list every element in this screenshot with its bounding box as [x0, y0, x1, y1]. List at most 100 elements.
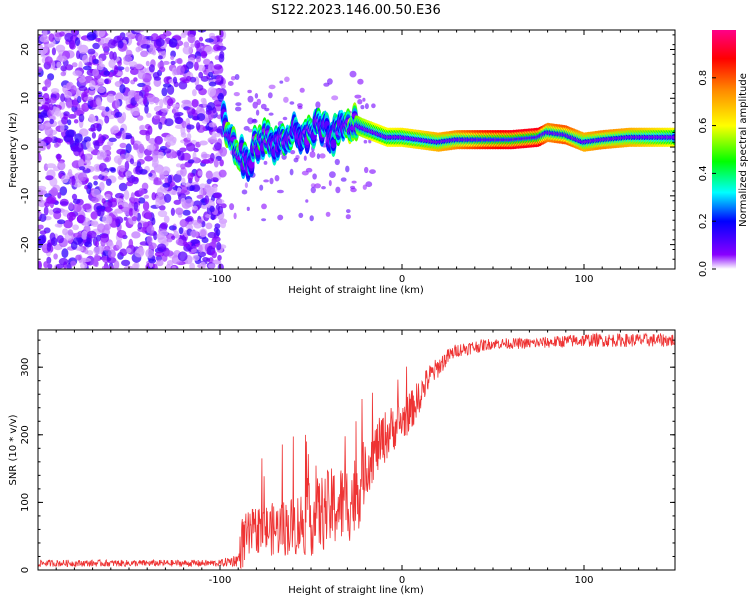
spectrogram-cell — [72, 203, 82, 213]
spectrogram-cell — [105, 206, 112, 213]
spectrogram-cell — [63, 219, 73, 229]
spectrogram-cell — [161, 166, 171, 176]
colorbar-ticks: 0.0 0.2 0.4 0.6 0.8 — [698, 70, 716, 277]
spectrogram-cell — [39, 213, 47, 222]
spectrogram-cell — [163, 215, 170, 224]
spectrogram-cell — [244, 182, 248, 189]
spectrogram-cell — [119, 84, 126, 94]
spectrogram-cell — [56, 153, 61, 162]
spectrogram-cell — [60, 71, 67, 77]
y-tick-label: -20 — [20, 236, 31, 252]
spectrogram-cell — [160, 222, 168, 230]
spectrogram-cell — [187, 172, 194, 181]
spectrogram-cell — [67, 169, 73, 177]
spectrogram-cell — [218, 169, 227, 178]
spectrogram-cell — [158, 34, 167, 40]
spectrogram-cell — [263, 160, 268, 165]
spectrogram-cell — [200, 159, 211, 164]
spectrogram-cell — [191, 99, 199, 108]
spectrogram-cell — [103, 51, 110, 56]
spectrogram-cell — [44, 201, 50, 208]
spectrogram-cell — [57, 192, 62, 199]
spectrogram-cell — [325, 211, 331, 217]
spectrogram-cell — [107, 140, 114, 147]
spectrogram-cell — [159, 205, 166, 211]
spectrogram-cell — [87, 182, 93, 190]
spectrogram-cell — [161, 87, 168, 97]
spectrogram-cell — [194, 61, 199, 71]
spectrogram-cell — [97, 223, 106, 233]
spectrogram-cell — [146, 112, 152, 118]
spectrogram-cell — [346, 209, 351, 214]
spectrogram-cell — [125, 170, 132, 177]
spectrogram-cell — [75, 142, 84, 153]
y-tick-label: 200 — [20, 425, 31, 444]
colorbar-tick-label: 0.6 — [698, 118, 709, 134]
spectrogram-cell — [241, 189, 248, 195]
spectrogram-cell — [92, 42, 100, 50]
spectrogram-cell — [72, 224, 79, 231]
spectrogram-cell — [107, 249, 116, 259]
spectrogram-cell — [57, 219, 66, 225]
spectrogram-cell — [171, 103, 181, 108]
spectrogram-cell — [170, 55, 175, 60]
spectrogram-cell — [80, 262, 88, 269]
spectrogram-cell — [126, 49, 133, 57]
snr-x-ticks: -100 0 100 — [55, 330, 676, 586]
spectrogram-cell — [261, 218, 267, 222]
spectrogram-cell — [198, 140, 208, 146]
spectrogram-cell — [175, 163, 182, 168]
spectrogram-cell — [169, 38, 178, 48]
spectrogram-cell — [218, 53, 225, 63]
spectrogram-cell — [369, 169, 376, 175]
spectrogram-cell — [69, 137, 74, 145]
spectrogram-cell — [59, 31, 65, 37]
spectrogram-cell — [219, 30, 224, 38]
spectrogram-cell — [71, 193, 78, 200]
spectrogram-cell — [165, 263, 171, 269]
spectrogram-cell — [181, 120, 187, 129]
spectrogram-cell — [186, 124, 195, 130]
spectrogram-cell — [130, 192, 135, 202]
spectrogram-cell — [140, 39, 151, 45]
spectrogram-cell — [115, 208, 122, 214]
spectrogram-cell — [46, 163, 56, 169]
spectrogram-cell — [316, 153, 320, 160]
spectrogram-cell — [171, 190, 178, 196]
spectrogram-cell — [157, 55, 163, 60]
y-tick-label: -10 — [20, 188, 31, 204]
spectrogram-cell — [289, 101, 295, 105]
spectrogram-cell — [129, 158, 135, 165]
spectrogram-cell — [350, 187, 357, 193]
spectrogram-cell — [152, 157, 159, 167]
colorbar-label: Normalized spectral amplitude — [738, 73, 749, 227]
spectrogram-cell — [76, 214, 85, 224]
spectrogram-cell — [110, 111, 116, 115]
spectrogram-cell — [155, 198, 161, 208]
spectrogram-cell — [178, 227, 184, 235]
spectrogram-cell — [192, 89, 197, 97]
spectrogram-cell — [135, 165, 141, 172]
spectrogram-cell — [118, 182, 128, 192]
spectrogram-cell — [162, 83, 172, 88]
spectrogram-cell — [75, 254, 82, 261]
spectrogram-cell — [148, 64, 155, 73]
spectrogram-cell — [158, 66, 166, 73]
x-tick-label: 100 — [574, 274, 593, 285]
x-tick-label: 0 — [399, 575, 405, 586]
spectrogram-frame — [37, 29, 676, 270]
spectrogram-cell — [216, 242, 222, 251]
spectrogram-cell — [97, 78, 105, 85]
spectrogram-cell — [130, 136, 135, 146]
spectrogram-cell — [211, 239, 217, 249]
spectrogram-cell — [190, 239, 200, 245]
spectrogram-cell — [38, 224, 44, 230]
spectrogram-cell — [114, 216, 124, 224]
spectrogram-cell — [220, 203, 227, 209]
spectrogram-cell — [246, 206, 250, 211]
spectrogram-cell — [103, 70, 110, 76]
spectrogram-cell — [151, 217, 156, 226]
spectrogram-cell — [283, 96, 289, 103]
spectrogram-cell — [252, 101, 258, 109]
spectrogram-cell — [184, 217, 193, 222]
